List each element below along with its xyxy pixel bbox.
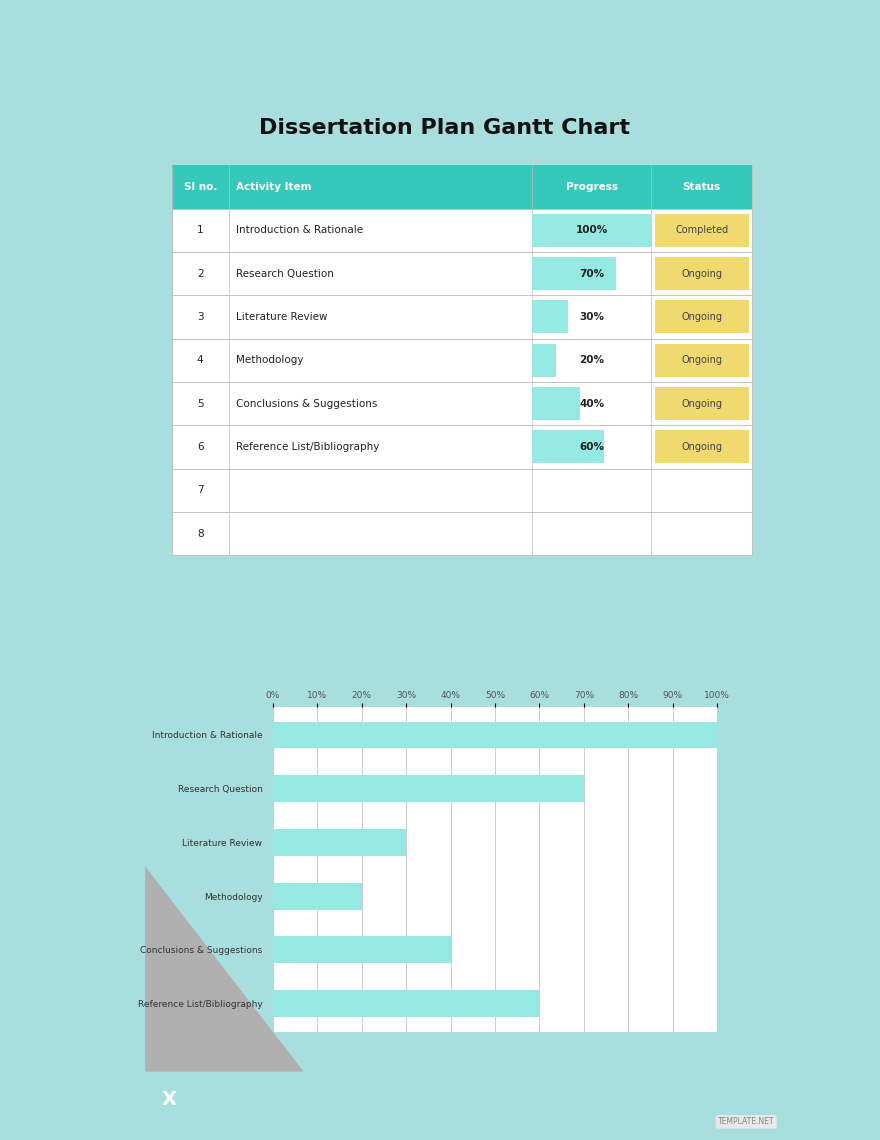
FancyBboxPatch shape	[532, 301, 568, 333]
Text: Ongoing: Ongoing	[681, 269, 722, 278]
Text: 2: 2	[197, 269, 203, 278]
Text: Completed: Completed	[675, 226, 729, 235]
FancyBboxPatch shape	[655, 388, 749, 420]
Text: 8: 8	[197, 529, 203, 538]
Bar	[273, 775, 584, 803]
Text: 5: 5	[197, 399, 203, 408]
FancyBboxPatch shape	[172, 165, 752, 209]
FancyBboxPatch shape	[172, 469, 752, 512]
FancyBboxPatch shape	[532, 344, 556, 376]
FancyBboxPatch shape	[532, 258, 616, 290]
FancyBboxPatch shape	[655, 344, 749, 376]
Bar	[273, 829, 406, 856]
FancyBboxPatch shape	[655, 301, 749, 333]
Text: Research Question: Research Question	[236, 269, 334, 278]
Text: 100%: 100%	[576, 226, 608, 235]
Text: 6: 6	[197, 442, 203, 451]
Text: TEMPLATE.NET: TEMPLATE.NET	[718, 1117, 774, 1126]
Text: 20%: 20%	[579, 356, 605, 365]
FancyBboxPatch shape	[172, 339, 752, 382]
Text: Ongoing: Ongoing	[681, 399, 722, 408]
Text: Methodology: Methodology	[236, 356, 304, 365]
Text: 4: 4	[197, 356, 203, 365]
Text: 40%: 40%	[579, 399, 605, 408]
Bar	[273, 722, 717, 749]
Text: 1: 1	[197, 226, 203, 235]
Bar	[273, 882, 362, 910]
Text: 3: 3	[197, 312, 203, 321]
Text: Progress: Progress	[566, 182, 618, 192]
Text: Dissertation Plan Gantt Chart: Dissertation Plan Gantt Chart	[259, 117, 630, 138]
FancyBboxPatch shape	[655, 431, 749, 463]
FancyBboxPatch shape	[172, 252, 752, 295]
Text: Ongoing: Ongoing	[681, 312, 722, 321]
Text: Ongoing: Ongoing	[681, 356, 722, 365]
Text: Sl no.: Sl no.	[184, 182, 216, 192]
Bar	[273, 936, 451, 963]
Text: 7: 7	[197, 486, 203, 495]
FancyBboxPatch shape	[172, 295, 752, 339]
Text: 60%: 60%	[579, 442, 605, 451]
FancyBboxPatch shape	[172, 425, 752, 469]
Text: Status: Status	[683, 182, 721, 192]
Text: Ongoing: Ongoing	[681, 442, 722, 451]
FancyBboxPatch shape	[532, 214, 651, 246]
FancyBboxPatch shape	[655, 214, 749, 246]
FancyBboxPatch shape	[172, 209, 752, 252]
Text: Reference List/Bibliography: Reference List/Bibliography	[236, 442, 379, 451]
Text: Introduction & Rationale: Introduction & Rationale	[236, 226, 363, 235]
Bar	[273, 990, 539, 1017]
Text: X: X	[162, 1090, 177, 1109]
Text: 70%: 70%	[579, 269, 605, 278]
Text: Activity Item: Activity Item	[236, 182, 312, 192]
Text: Conclusions & Suggestions: Conclusions & Suggestions	[236, 399, 378, 408]
Text: Literature Review: Literature Review	[236, 312, 327, 321]
FancyBboxPatch shape	[172, 382, 752, 425]
FancyBboxPatch shape	[532, 388, 580, 420]
FancyBboxPatch shape	[172, 512, 752, 555]
FancyBboxPatch shape	[655, 258, 749, 290]
Text: 30%: 30%	[579, 312, 605, 321]
FancyBboxPatch shape	[532, 431, 604, 463]
